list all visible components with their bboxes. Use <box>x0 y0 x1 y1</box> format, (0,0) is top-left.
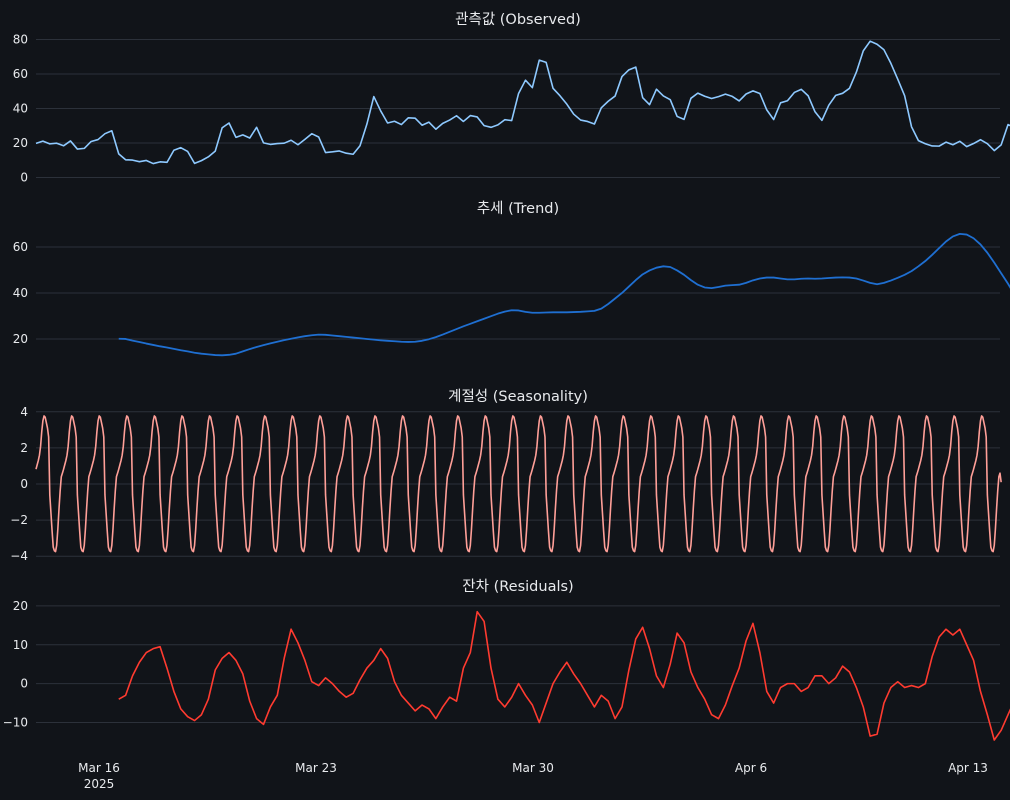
y-tick-label: 0 <box>20 477 28 491</box>
x-tick-sublabel: 2025 <box>84 777 115 791</box>
series-line-residuals <box>118 610 1010 741</box>
y-tick-label: 20 <box>13 136 28 150</box>
y-tick-label: 80 <box>13 32 28 46</box>
x-axis: Mar 16 2025 Mar 23 Mar 30 Apr 6 Apr 13 <box>78 761 988 791</box>
y-tick-label: 4 <box>20 405 28 419</box>
grid-trend <box>36 246 1000 340</box>
y-tick-label: 10 <box>13 638 28 652</box>
grid-observed <box>36 38 1000 179</box>
series-line-trend <box>118 232 1010 357</box>
series-line-seasonality <box>35 415 1002 553</box>
y-tick-label: 60 <box>13 240 28 254</box>
panel-seasonality: 계절성 (Seasonality) −4 −2 0 2 4 <box>10 388 1002 563</box>
x-tick-label: Mar 16 <box>78 761 120 775</box>
x-tick-label: Apr 6 <box>735 761 767 775</box>
y-tick-label: 0 <box>20 677 28 691</box>
x-tick-label: Mar 30 <box>512 761 554 775</box>
yticks-seasonality: −4 −2 0 2 4 <box>10 405 28 563</box>
y-tick-label: −4 <box>10 549 28 563</box>
panel-title-observed: 관측값 (Observed) <box>455 11 581 28</box>
yticks-residuals: −10 0 10 20 <box>3 599 28 730</box>
y-tick-label: 40 <box>13 102 28 116</box>
y-tick-label: 40 <box>13 286 28 300</box>
y-tick-label: 0 <box>20 171 28 185</box>
yticks-observed: 0 20 40 60 80 <box>13 32 28 184</box>
panel-title-residuals: 잔차 (Residuals) <box>462 578 573 595</box>
yticks-trend: 20 40 60 <box>13 240 28 346</box>
panel-title-trend: 추세 (Trend) <box>477 200 559 217</box>
y-tick-label: 2 <box>20 441 28 455</box>
panel-title-seasonality: 계절성 (Seasonality) <box>448 388 588 405</box>
series-line-observed <box>35 40 1010 165</box>
panel-observed: 관측값 (Observed) 0 20 40 60 80 <box>13 11 1010 185</box>
y-tick-label: 20 <box>13 332 28 346</box>
y-tick-label: −2 <box>10 513 28 527</box>
y-tick-label: −10 <box>3 716 28 730</box>
x-tick-label: Mar 23 <box>295 761 337 775</box>
x-tick-label: Apr 13 <box>948 761 988 775</box>
y-tick-label: 20 <box>13 599 28 613</box>
y-tick-label: 60 <box>13 67 28 81</box>
panel-residuals: 잔차 (Residuals) −10 0 10 20 <box>3 578 1010 741</box>
panel-trend: 추세 (Trend) 20 40 60 <box>13 200 1010 357</box>
